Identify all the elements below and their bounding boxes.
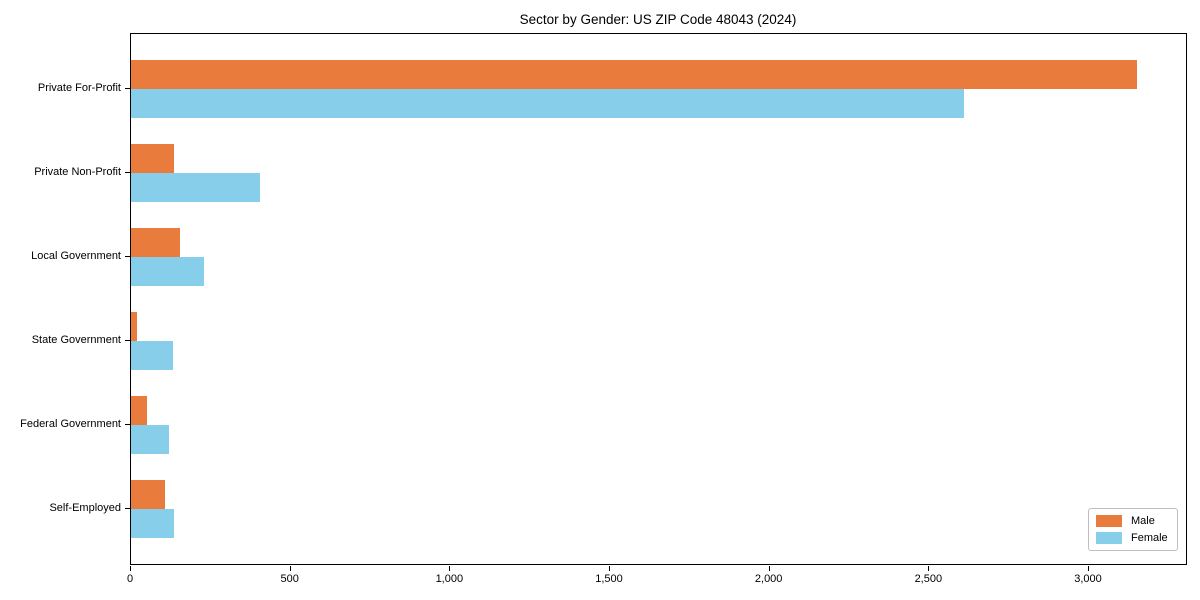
legend-entry-male: Male (1096, 515, 1168, 527)
legend-label-female: Female (1131, 532, 1168, 544)
bar-female-state-government (131, 341, 173, 371)
x-tick-500 (289, 566, 291, 571)
y-tick-state-government (125, 340, 130, 341)
bar-male-state-government (131, 311, 138, 341)
y-axis-label-state-government: State Government (31, 334, 121, 346)
x-tick-2-000 (768, 566, 770, 571)
bar-female-self-employed (131, 509, 175, 539)
x-axis-label-500: 500 (280, 573, 299, 585)
bar-male-private-non-profit (131, 143, 175, 173)
bar-female-private-non-profit (131, 172, 261, 202)
x-axis-label-1-000: 1,000 (435, 573, 464, 585)
legend-label-male: Male (1131, 515, 1155, 527)
y-axis-label-federal-government: Federal Government (20, 418, 121, 431)
bar-male-private-for-profit (131, 59, 1137, 89)
legend-entry-female: Female (1096, 532, 1168, 544)
y-tick-local-government (125, 255, 130, 257)
y-axis-label-local-government: Local Government (31, 249, 121, 262)
bar-male-self-employed (131, 480, 165, 510)
x-axis-label-3-000: 3,000 (1074, 573, 1102, 585)
y-tick-federal-government (125, 424, 130, 426)
bar-male-local-government (131, 227, 181, 257)
x-tick-2-500 (928, 566, 930, 571)
y-axis-label-private-non-profit: Private Non-Profit (34, 165, 121, 178)
y-axis-label-self-employed: Self-Employed (49, 502, 121, 515)
y-tick-self-employed (125, 508, 130, 510)
x-tick-1-000 (449, 566, 451, 571)
y-tick-private-for-profit (125, 87, 130, 89)
bar-female-federal-government (131, 425, 170, 455)
bar-female-private-for-profit (131, 88, 965, 118)
x-tick-3-000 (1088, 566, 1089, 571)
bar-female-local-government (131, 256, 205, 287)
x-axis-label-2-000: 2,000 (754, 573, 783, 585)
y-axis-label-private-for-profit: Private For-Profit (37, 81, 121, 94)
x-tick-1-500 (609, 566, 610, 571)
bar-male-federal-government (131, 395, 147, 426)
plot-area (130, 33, 1187, 565)
x-axis-label-1-500: 1,500 (595, 573, 623, 585)
y-tick-private-non-profit (125, 171, 130, 173)
legend-swatch-female (1096, 532, 1122, 544)
x-tick-0 (130, 566, 131, 571)
legend-swatch-male (1096, 515, 1122, 527)
legend: Male Female (1088, 508, 1178, 551)
chart-title: Sector by Gender: US ZIP Code 48043 (202… (519, 12, 797, 27)
x-axis-label-2-500: 2,500 (914, 573, 943, 585)
x-axis-label-0: 0 (126, 573, 134, 585)
